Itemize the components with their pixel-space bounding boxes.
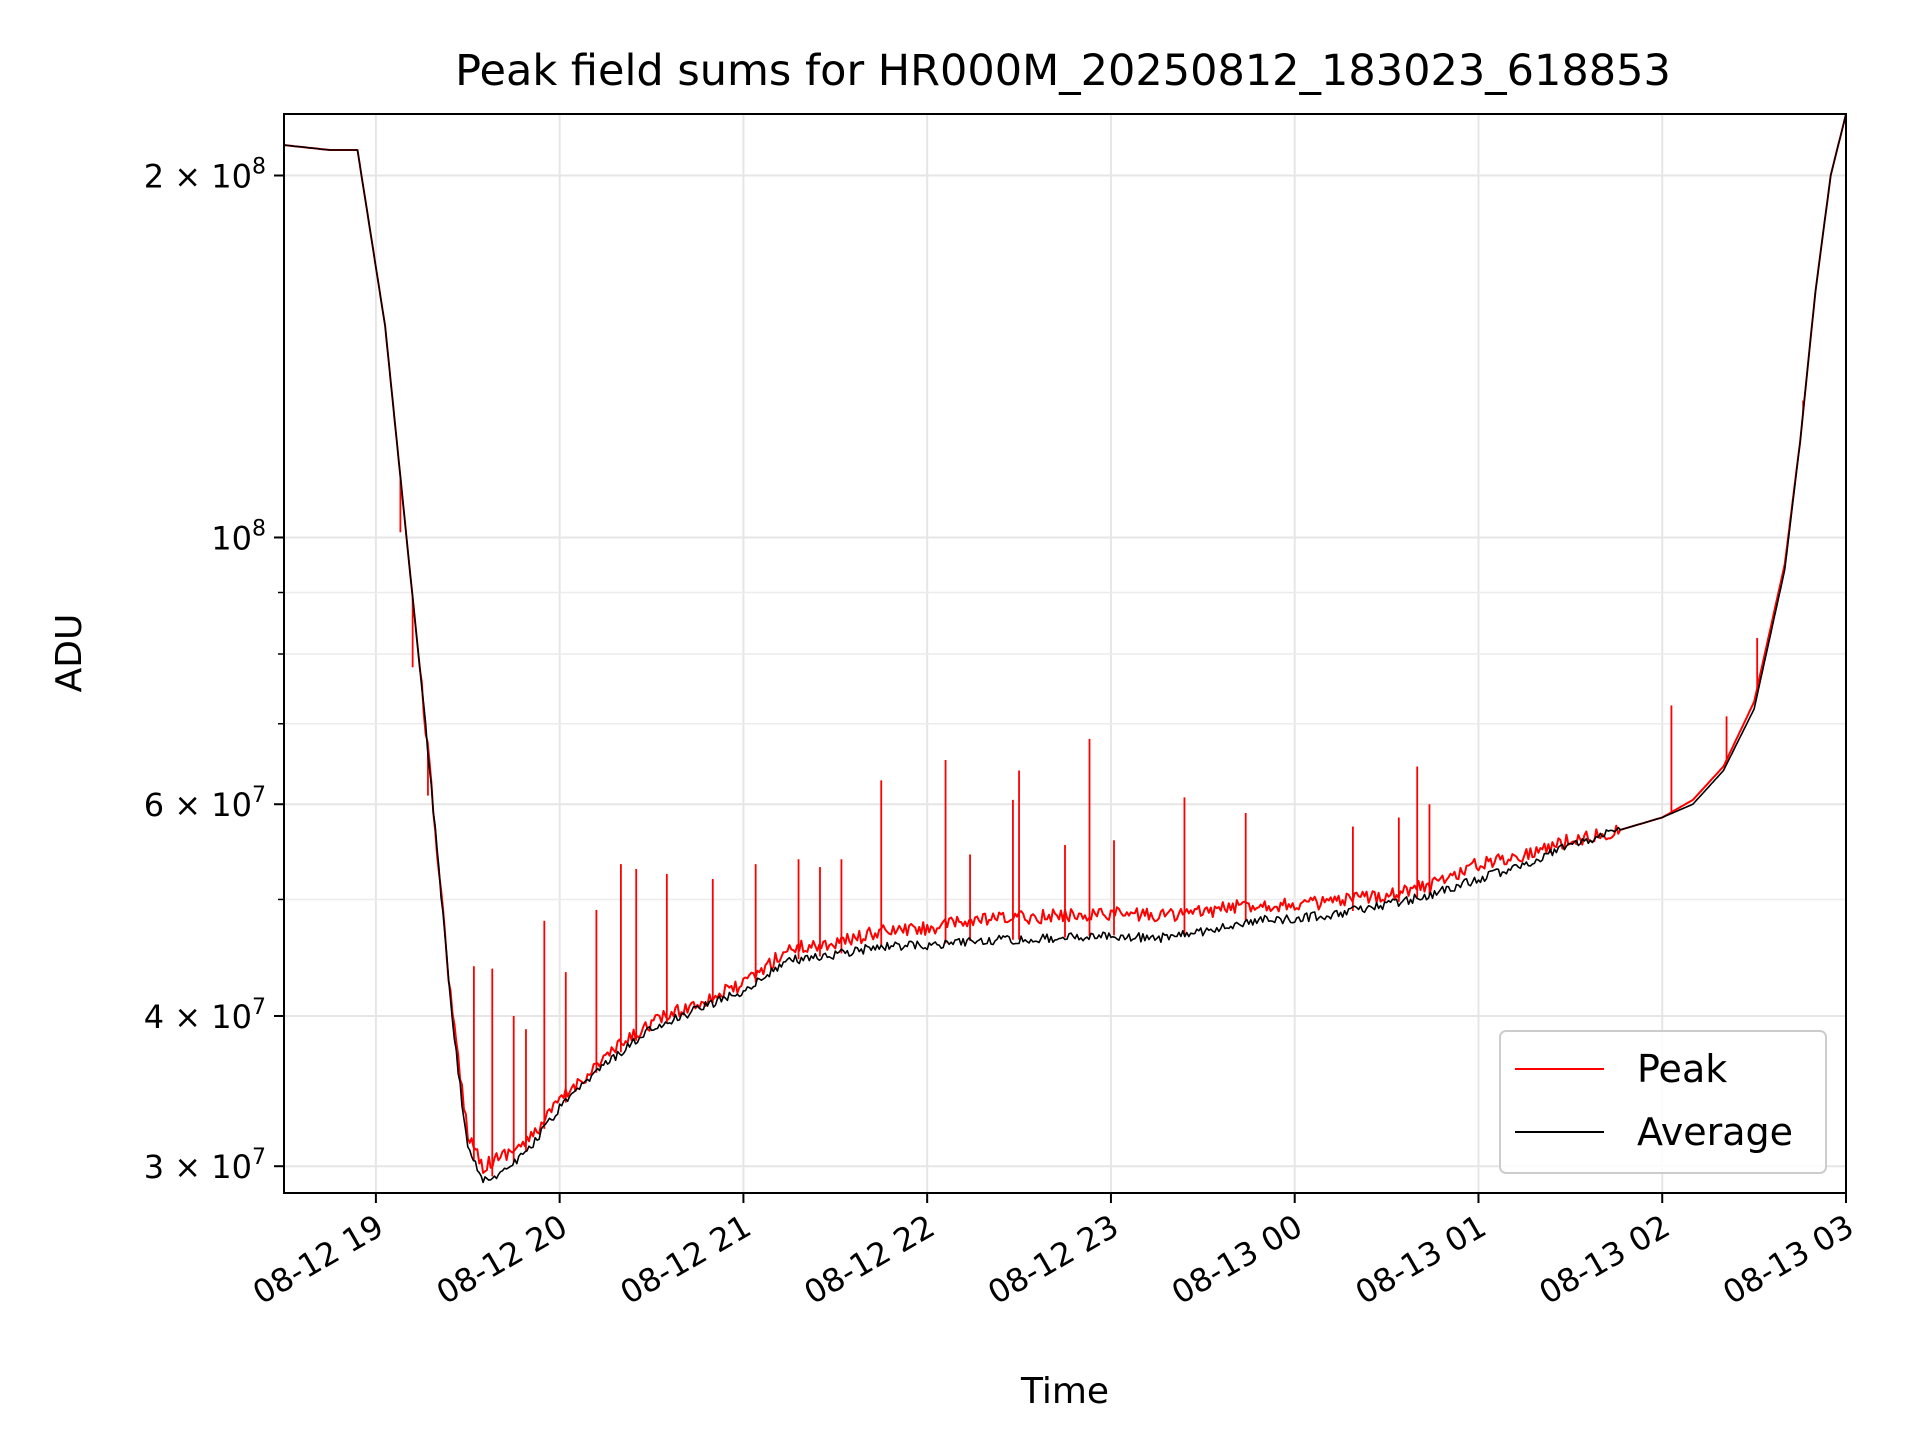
y-tick-label: 4 × 107 bbox=[144, 995, 266, 1036]
legend-label-average: Average bbox=[1637, 1110, 1793, 1154]
legend-box bbox=[1499, 1030, 1827, 1174]
legend: Peak Average bbox=[1499, 1030, 1827, 1174]
chart-title: Peak field sums for HR000M_20250812_1830… bbox=[455, 46, 1671, 96]
peak-spikes bbox=[399, 400, 1805, 1177]
y-axis-label: ADU bbox=[49, 614, 90, 693]
y-tick-label: 108 bbox=[211, 516, 266, 557]
plot-area-frame bbox=[283, 113, 1847, 1194]
legend-label-peak: Peak bbox=[1637, 1047, 1727, 1091]
y-axis: 3 × 107 4 × 107 6 × 107 108 2 × 108 bbox=[144, 155, 284, 1186]
y-tick-label: 3 × 107 bbox=[144, 1145, 266, 1186]
y-tick-label: 2 × 108 bbox=[144, 155, 266, 196]
x-axis-label: Time bbox=[1020, 1371, 1109, 1412]
average-series-line bbox=[284, 114, 1846, 1184]
series-layer bbox=[284, 114, 1846, 1184]
peak-series-line bbox=[284, 114, 1846, 1174]
y-tick-label: 6 × 107 bbox=[144, 783, 266, 824]
